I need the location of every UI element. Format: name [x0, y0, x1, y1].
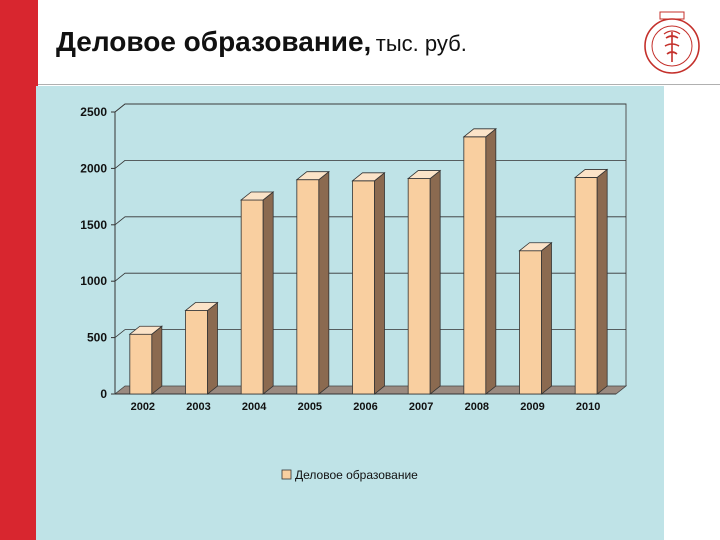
x-tick-label: 2003 [186, 401, 210, 413]
legend: Деловое образование [281, 468, 418, 482]
bar-top [518, 242, 553, 252]
gridline [114, 272, 626, 282]
label-layer: 0 500 1000 1500 2000 2500 2002 2003 2004 2005 2006… [80, 105, 600, 413]
bar-front [463, 136, 487, 395]
bar-front [352, 180, 375, 395]
x-tick-label: 2007 [409, 401, 433, 413]
bar-front [296, 179, 320, 395]
bar [407, 169, 442, 395]
grid-layer [114, 103, 627, 394]
legend-swatch [281, 469, 292, 480]
bar [351, 171, 386, 395]
bar [574, 168, 609, 395]
bar-side [374, 171, 385, 395]
y-tick-label: 2000 [80, 161, 107, 175]
bar-top [295, 171, 330, 181]
bar-top [407, 170, 442, 179]
x-tick-label: 2004 [242, 401, 267, 413]
bar-side [596, 168, 608, 395]
bar-front [519, 250, 542, 395]
bar-top [462, 128, 497, 138]
bar [128, 325, 163, 395]
bar-front [574, 177, 598, 395]
gridline [114, 329, 626, 338]
x-tick-label: 2006 [353, 401, 377, 413]
gridline [114, 216, 626, 226]
bar-side [262, 191, 274, 395]
bar-front [407, 178, 431, 395]
bar-front [185, 310, 208, 395]
bar [295, 170, 330, 395]
x-tick-label: 2009 [520, 401, 544, 413]
y-tick-label: 1500 [80, 218, 107, 232]
y-tick-label: 1000 [80, 274, 107, 288]
bar-top [351, 172, 386, 182]
x-tick-label: 2008 [465, 401, 489, 413]
y-tick-label: 0 [100, 387, 107, 401]
bar-side [485, 127, 497, 395]
y-tick-label: 2500 [80, 105, 107, 119]
bar-top [184, 302, 219, 311]
bar-front [240, 199, 264, 395]
bar [518, 241, 553, 395]
bar-top [574, 169, 609, 178]
bar-top [128, 325, 163, 335]
bar-top [240, 191, 275, 201]
emblem-icon [644, 11, 700, 74]
bar-side [318, 170, 330, 395]
page-title-unit: тыс. руб. [375, 31, 467, 56]
page-title: Деловое образование, тыс. руб. [56, 26, 467, 58]
bar [184, 301, 219, 395]
chart-panel: 0 500 1000 1500 2000 2500 2002 2003 2004 2005 2006… [36, 86, 664, 540]
bar-side [541, 241, 552, 395]
title-divider [38, 84, 720, 85]
bar [240, 191, 275, 395]
y-tick-label: 500 [87, 331, 107, 345]
bar-side [207, 301, 218, 395]
page-title-main: Деловое образование, [56, 26, 372, 57]
bar-front [129, 333, 153, 395]
gridline [114, 160, 626, 169]
legend-label: Деловое образование [295, 468, 418, 482]
accent-side-bar [0, 0, 38, 540]
bar-side [151, 325, 163, 395]
bar-chart: 0 500 1000 1500 2000 2500 2002 2003 2004 2005 2006… [80, 103, 628, 482]
gridline [114, 103, 626, 113]
x-tick-label: 2010 [576, 401, 600, 413]
bar-side [429, 169, 441, 395]
bar [462, 127, 497, 395]
x-tick-label: 2002 [131, 401, 155, 413]
x-tick-label: 2005 [298, 401, 322, 413]
bar-layer [128, 127, 609, 395]
